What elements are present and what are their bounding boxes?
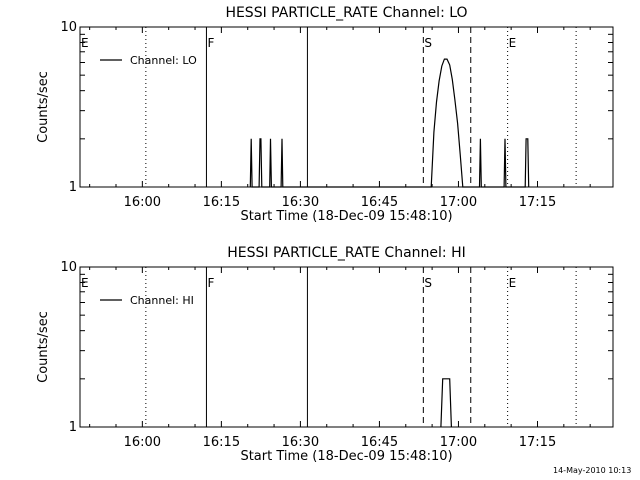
legend-label: Channel: LO <box>130 54 197 67</box>
event-marker-label: E <box>81 36 89 50</box>
x-tick-label: 16:00 <box>124 435 161 450</box>
chart-title: HESSI PARTICLE_RATE Channel: HI <box>227 245 465 261</box>
event-marker-label: F <box>207 276 214 290</box>
plot-frame <box>79 266 614 428</box>
event-marker-label: S <box>424 276 432 290</box>
chart-panel-1: HESSI PARTICLE_RATE Channel: LO 16:00 16:1… <box>36 5 614 224</box>
x-tick-label: 16:15 <box>203 195 240 210</box>
event-marker-label: E <box>81 276 89 290</box>
chart-title: HESSI PARTICLE_RATE Channel: LO <box>225 5 467 21</box>
event-marker-label: E <box>509 276 517 290</box>
x-axis-label: Start Time (18-Dec-09 15:48:10) <box>240 449 452 464</box>
series-line <box>440 378 452 428</box>
timestamp: 14-May-2010 10:13 <box>553 466 632 475</box>
y-tick-label: 1 <box>69 180 77 195</box>
y-tick-label: 1 <box>69 420 77 435</box>
y-axis-label: Counts/sec <box>36 71 51 143</box>
legend-label: Channel: HI <box>130 294 194 307</box>
x-tick-label: 16:00 <box>124 195 161 210</box>
x-tick-label: 16:45 <box>361 435 398 450</box>
plot-frame <box>79 26 614 188</box>
x-tick-label: 16:30 <box>282 435 319 450</box>
x-tick-label: 17:15 <box>519 435 556 450</box>
series-line <box>249 58 530 188</box>
x-tick-label: 16:15 <box>203 435 240 450</box>
event-marker-label: E <box>509 36 517 50</box>
x-tick-label: 17:15 <box>519 195 556 210</box>
x-axis-label: Start Time (18-Dec-09 15:48:10) <box>240 209 452 224</box>
x-tick-label: 16:45 <box>361 195 398 210</box>
y-axis-label: Counts/sec <box>36 311 51 383</box>
y-tick-label: 10 <box>60 260 77 275</box>
event-marker-label: S <box>424 36 432 50</box>
event-marker-label: F <box>207 36 214 50</box>
x-tick-label: 16:30 <box>282 195 319 210</box>
x-tick-label: 17:00 <box>440 435 477 450</box>
y-tick-label: 10 <box>60 20 77 35</box>
x-tick-label: 17:00 <box>440 195 477 210</box>
chart-panel-2: HESSI PARTICLE_RATE Channel: HI 16:00 16:1… <box>36 245 614 464</box>
